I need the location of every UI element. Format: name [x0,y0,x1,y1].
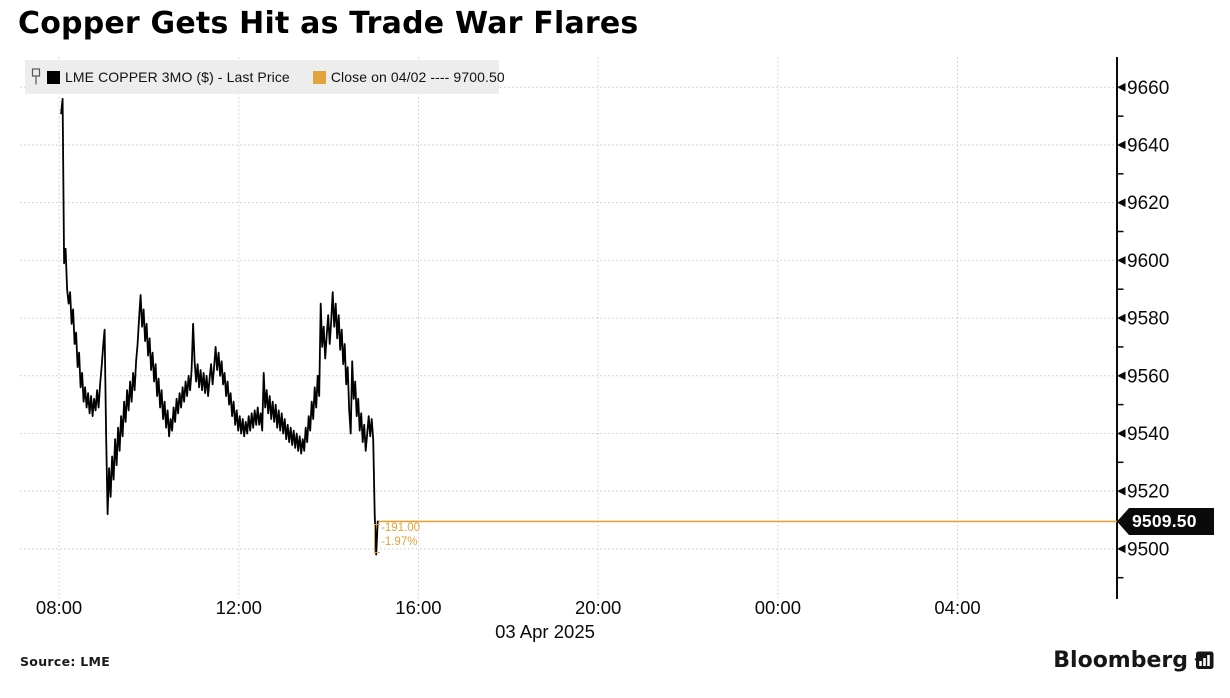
x-axis-date-label: 03 Apr 2025 [495,621,595,642]
price-line [60,97,379,556]
x-axis-label: 08:00 [36,597,82,618]
y-tick-arrow [1117,313,1126,323]
bloomberg-logo: Bloomberg [1053,648,1215,673]
net-change-label: -191.00 [381,522,421,534]
y-axis-label: 9560 [1127,366,1169,387]
change-annotation: -191.00 -1.97% [374,522,420,553]
x-axis-label: 04:00 [934,597,980,618]
y-axis-label: 9620 [1127,193,1169,214]
bar-chart-bubble-icon [1194,651,1214,669]
annotation-bracket [374,524,380,553]
y-tick-arrow [1117,256,1126,265]
x-axis-label: 20:00 [575,597,621,618]
last-price-value: 9509.50 [1132,511,1197,531]
series-swatch-close [312,70,326,84]
y-tick-arrow [1117,140,1126,150]
source-label: Source: LME [20,654,111,669]
y-tick-arrow [1117,371,1126,381]
y-tick-arrow [1117,486,1126,496]
y-axis-label: 9540 [1127,424,1169,445]
last-price-tag: 9509.50 [1117,508,1214,535]
x-axis-label: 00:00 [755,597,801,618]
y-axis-label: 9600 [1127,251,1169,272]
bloomberg-wordmark: Bloomberg [1053,648,1188,673]
y-tick-arrow [1117,82,1126,92]
legend-label-close: Close on 04/02 ---- 9700.50 [330,69,505,85]
y-axis-label: 9500 [1127,539,1169,560]
y-tick-arrow [1117,198,1126,207]
chart-legend: LME COPPER 3MO ($) - Last Price Close on… [25,60,505,94]
y-tick-arrow [1117,429,1126,438]
y-axis-label: 9520 [1127,482,1169,503]
x-axis-label: 16:00 [395,597,441,618]
x-axis-label: 12:00 [216,597,262,618]
y-axis-label: 9660 [1127,78,1169,99]
series-swatch-last-price [47,70,60,84]
legend-label-last-price: LME COPPER 3MO ($) - Last Price [65,69,290,85]
y-tick-arrow [1117,544,1126,554]
pin-icon [31,68,41,85]
y-axis-label: 9580 [1127,309,1169,330]
page-title: Copper Gets Hit as Trade War Flares [18,6,639,41]
pct-change-label: -1.97% [381,535,418,548]
y-axis-label: 9640 [1127,135,1169,156]
